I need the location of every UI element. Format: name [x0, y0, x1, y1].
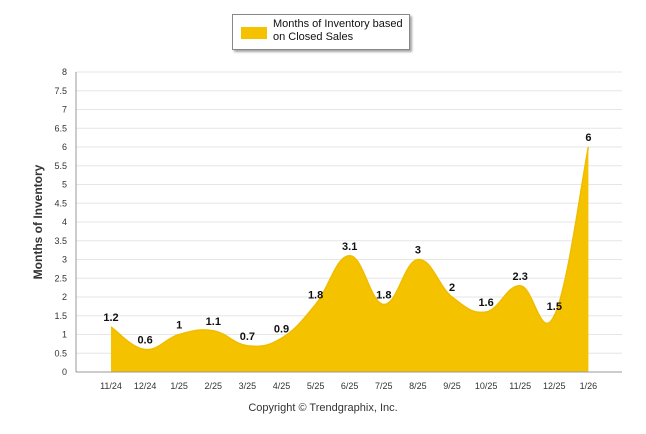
- y-tick-label: 7: [62, 105, 67, 115]
- x-tick-label: 7/25: [375, 381, 393, 391]
- series-line: [110, 146, 590, 351]
- y-tick-labels: 0 0.5 1 1.5 2 2.5 3 3.5 4 4.5 5 5.5 6 6.5 7 7.5 8: [54, 67, 67, 377]
- y-tick-label: 6: [62, 142, 67, 152]
- x-tick-label: 4/25: [273, 381, 291, 391]
- data-label: 3.1: [342, 241, 357, 253]
- x-tick-label: 1/26: [580, 381, 598, 391]
- x-tick-label: 11/24: [100, 381, 122, 391]
- data-label: 1.5: [547, 301, 562, 313]
- y-tick-label: 4.5: [54, 198, 67, 208]
- x-tick-label: 3/25: [239, 381, 257, 391]
- x-tick-labels: 11/24 12/24 1/25 2/25 3/25 4/25 5/25 6/25 7/25 8/…: [100, 381, 597, 391]
- copyright-text: Copyright © Trendgraphix, Inc.: [248, 402, 398, 414]
- data-label: 1.6: [478, 297, 493, 309]
- x-tick-label: 5/25: [307, 381, 325, 391]
- data-label: 2: [449, 282, 455, 294]
- y-tick-label: 3: [62, 255, 67, 265]
- data-label: 1.8: [308, 290, 323, 302]
- y-tick-label: 5: [62, 180, 67, 190]
- x-tick-label: 9/25: [443, 381, 461, 391]
- area-fill: [111, 147, 589, 372]
- x-tick-label: 12/24: [134, 381, 157, 391]
- x-tick-label: 1/25: [170, 381, 188, 391]
- legend-label: Months of Inventory based on Closed Sale…: [273, 18, 403, 43]
- y-tick-label: 6.5: [54, 123, 67, 133]
- legend[interactable]: Months of Inventory based on Closed Sale…: [232, 14, 410, 50]
- y-tick-label: 7.5: [54, 86, 67, 96]
- y-tick-label: 5.5: [54, 161, 67, 171]
- data-label: 1.8: [376, 290, 391, 302]
- y-tick-label: 4: [62, 217, 67, 227]
- y-tick-label: 0: [62, 367, 67, 377]
- x-tick-label: 6/25: [341, 381, 359, 391]
- y-tick-label: 2: [62, 292, 67, 302]
- data-label: 0.7: [240, 331, 255, 343]
- x-tick-label: 2/25: [205, 381, 223, 391]
- y-tick-label: 2.5: [54, 273, 67, 283]
- data-label: 0.9: [274, 323, 289, 335]
- data-label: 1.2: [103, 312, 118, 324]
- y-tick-label: 3.5: [54, 236, 67, 246]
- y-tick-label: 0.5: [54, 348, 67, 358]
- y-tick-label: 1.5: [54, 311, 67, 321]
- data-label: 1.1: [206, 316, 221, 328]
- x-tick-label: 12/25: [543, 381, 566, 391]
- x-tick-label: 11/25: [509, 381, 531, 391]
- x-tick-label: 8/25: [409, 381, 427, 391]
- data-labels: 1.2 0.6 1 1.1 0.7 0.9 1.8 3.1 1.8 3 2 1.6 2.3 1.5 6: [103, 132, 591, 347]
- data-label: 1: [176, 320, 182, 332]
- y-tick-label: 1: [62, 330, 67, 340]
- series-area: [110, 146, 590, 372]
- data-label: 3: [415, 245, 421, 257]
- axes: [75, 72, 622, 373]
- x-tick-label: 10/25: [475, 381, 498, 391]
- y-axis-title: Months of Inventory: [31, 164, 45, 279]
- data-label: 6: [585, 132, 591, 144]
- y-tick-label: 8: [62, 67, 67, 77]
- legend-swatch: [241, 27, 267, 39]
- data-label: 0.6: [137, 335, 152, 347]
- data-label: 2.3: [513, 271, 528, 283]
